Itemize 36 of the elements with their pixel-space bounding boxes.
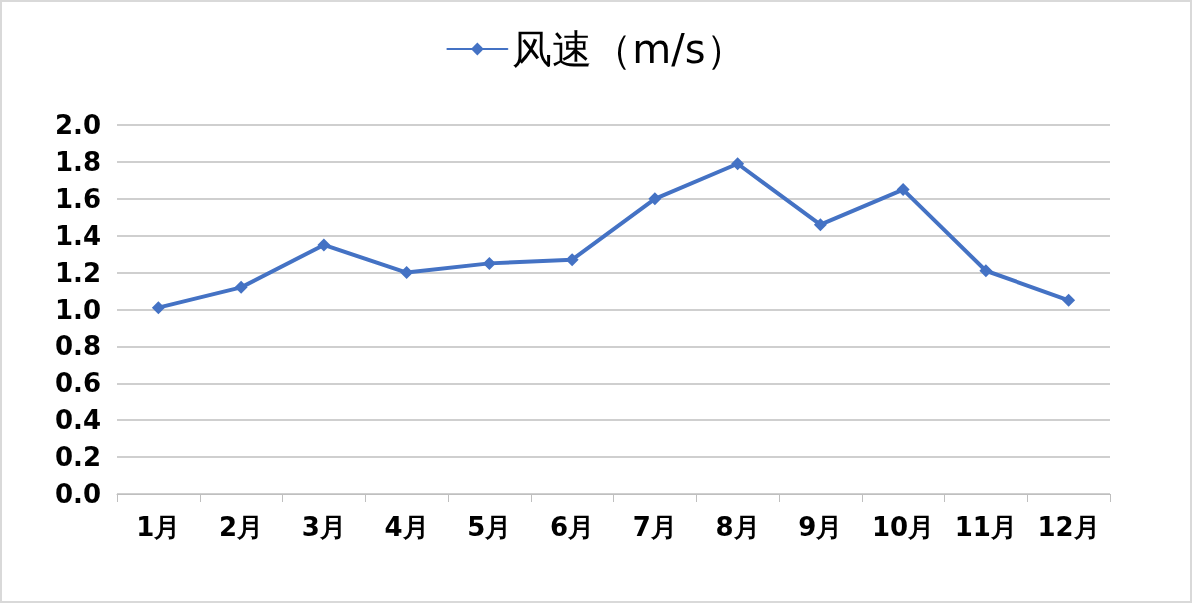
point bbox=[813, 218, 827, 232]
y-tick-label: 1.8 bbox=[54, 146, 101, 177]
x-tick-label: 12月 bbox=[1037, 512, 1100, 542]
y-tick-label: 1.4 bbox=[54, 220, 101, 251]
x-tick-label: 6月 bbox=[550, 512, 595, 542]
x-tick-label: 3月 bbox=[301, 512, 346, 542]
y-tick-label: 1.2 bbox=[54, 257, 101, 288]
point bbox=[151, 301, 165, 315]
y-tick-label: 2.0 bbox=[54, 110, 101, 140]
y-tick-label: 0.6 bbox=[54, 368, 101, 399]
x-tick-label: 1月 bbox=[136, 512, 181, 542]
legend-label: 风速（m/s） bbox=[512, 26, 746, 72]
point bbox=[400, 266, 414, 280]
y-tick-label: 0.0 bbox=[54, 479, 101, 509]
x-tick-label: 4月 bbox=[384, 512, 429, 542]
y-tick-label: 0.2 bbox=[54, 442, 101, 473]
x-tick-label: 7月 bbox=[632, 512, 677, 542]
x-tick-label: 10月 bbox=[872, 512, 935, 542]
point bbox=[482, 256, 496, 270]
point bbox=[317, 238, 331, 252]
point bbox=[731, 157, 745, 171]
point bbox=[648, 192, 662, 206]
point bbox=[896, 183, 910, 197]
x-tick-label: 9月 bbox=[798, 512, 843, 542]
x-tick-label: 2月 bbox=[219, 512, 264, 542]
point bbox=[565, 253, 579, 267]
point bbox=[234, 280, 248, 294]
y-tick-label: 1.6 bbox=[54, 183, 101, 214]
x-tick-label: 8月 bbox=[715, 512, 760, 542]
point bbox=[979, 264, 993, 278]
y-tick-label: 0.4 bbox=[54, 405, 101, 436]
point bbox=[1062, 293, 1076, 307]
x-tick-label: 11月 bbox=[954, 512, 1017, 542]
y-tick-label: 0.8 bbox=[54, 331, 101, 362]
x-tick-label: 5月 bbox=[467, 512, 512, 542]
y-tick-label: 1.0 bbox=[54, 294, 101, 325]
